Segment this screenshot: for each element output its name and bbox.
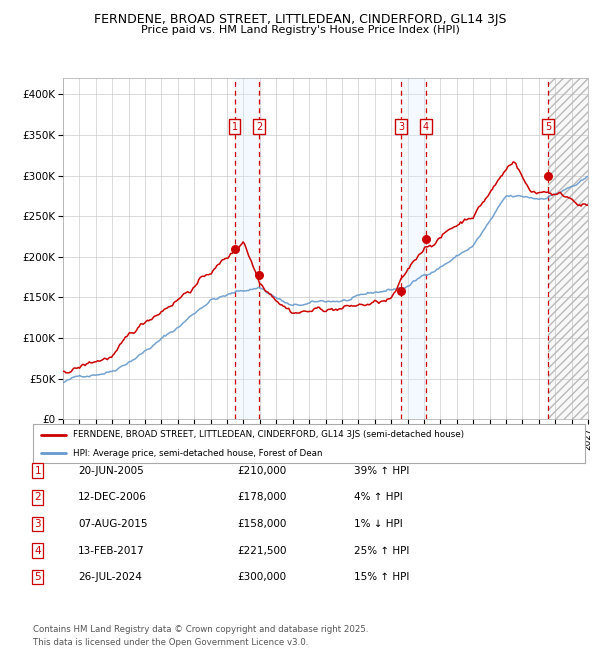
Text: FERNDENE, BROAD STREET, LITTLEDEAN, CINDERFORD, GL14 3JS (semi-detached house): FERNDENE, BROAD STREET, LITTLEDEAN, CIND… [73, 430, 464, 439]
Text: 12-DEC-2006: 12-DEC-2006 [78, 492, 147, 502]
Text: 13-FEB-2017: 13-FEB-2017 [78, 545, 145, 556]
Text: 3: 3 [398, 122, 404, 132]
Text: 25% ↑ HPI: 25% ↑ HPI [354, 545, 409, 556]
Text: HPI: Average price, semi-detached house, Forest of Dean: HPI: Average price, semi-detached house,… [73, 448, 322, 458]
Text: 15% ↑ HPI: 15% ↑ HPI [354, 572, 409, 582]
Text: 5: 5 [34, 572, 41, 582]
Text: 1% ↓ HPI: 1% ↓ HPI [354, 519, 403, 529]
Bar [401, 78, 426, 419]
Text: 1: 1 [232, 122, 238, 132]
Text: £158,000: £158,000 [237, 519, 286, 529]
Text: 4: 4 [34, 545, 41, 556]
Text: £300,000: £300,000 [237, 572, 286, 582]
Text: 39% ↑ HPI: 39% ↑ HPI [354, 465, 409, 476]
Text: 2: 2 [256, 122, 262, 132]
Text: £210,000: £210,000 [237, 465, 286, 476]
Text: 07-AUG-2015: 07-AUG-2015 [78, 519, 148, 529]
Bar [548, 78, 588, 419]
Text: 20-JUN-2005: 20-JUN-2005 [78, 465, 144, 476]
Text: 4: 4 [423, 122, 429, 132]
Text: 4% ↑ HPI: 4% ↑ HPI [354, 492, 403, 502]
Text: 2: 2 [34, 492, 41, 502]
Text: FERNDENE, BROAD STREET, LITTLEDEAN, CINDERFORD, GL14 3JS: FERNDENE, BROAD STREET, LITTLEDEAN, CIND… [94, 13, 506, 26]
Text: £221,500: £221,500 [237, 545, 287, 556]
Text: 1: 1 [34, 465, 41, 476]
Text: 26-JUL-2024: 26-JUL-2024 [78, 572, 142, 582]
Text: Price paid vs. HM Land Registry's House Price Index (HPI): Price paid vs. HM Land Registry's House … [140, 25, 460, 35]
Text: 5: 5 [545, 122, 551, 132]
Text: £178,000: £178,000 [237, 492, 286, 502]
Text: 3: 3 [34, 519, 41, 529]
Bar [235, 78, 259, 419]
Bar [548, 78, 588, 419]
Text: Contains HM Land Registry data © Crown copyright and database right 2025.
This d: Contains HM Land Registry data © Crown c… [33, 625, 368, 647]
